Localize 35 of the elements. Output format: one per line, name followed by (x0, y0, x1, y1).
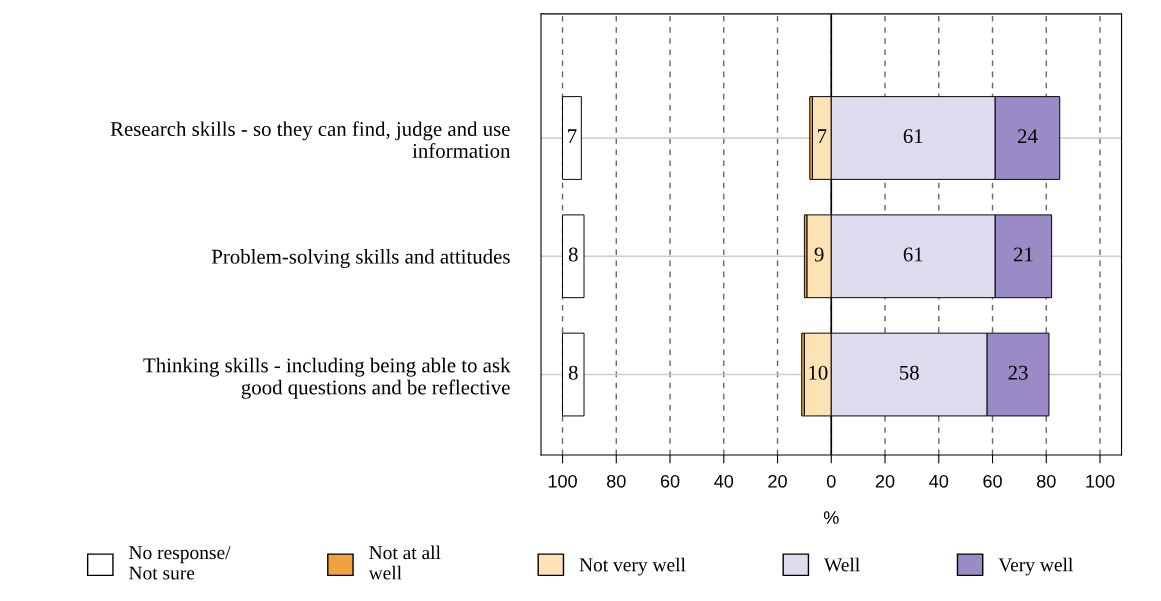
data-label: 61 (903, 247, 923, 262)
data-label: 21 (1013, 247, 1033, 262)
data-label: 8 (568, 247, 578, 262)
x-tick-label: 100 (1086, 474, 1115, 488)
data-label: 24 (1017, 129, 1038, 144)
x-tick-label: 20 (875, 474, 895, 488)
x-tick-label: 80 (607, 474, 626, 488)
x-tick-label: 0 (826, 474, 836, 488)
bar (562, 214, 585, 299)
legend-label: Very well (998, 557, 1073, 576)
legend-label: No response/ Not sure (129, 546, 231, 580)
x-tick-label: 100 (548, 474, 577, 488)
data-label: 7 (568, 129, 577, 144)
x-tick-label: 40 (714, 474, 734, 488)
x-tick-label: 60 (660, 474, 680, 488)
bar (562, 96, 582, 180)
data-label: 7 (818, 129, 827, 144)
y-tick-label: Research skills - so they can find, judge and use information (110, 121, 511, 158)
data-label: 10 (809, 365, 828, 380)
x-tick-label: 80 (1037, 474, 1056, 488)
legend-label: Not very well (579, 557, 686, 576)
legend-label: Not at all well (368, 545, 441, 580)
x-tick-label: 40 (929, 474, 949, 488)
legend-label: Well (824, 557, 860, 572)
data-label: 61 (903, 129, 923, 144)
data-label: 23 (1008, 365, 1028, 380)
x-tick-label: 20 (768, 474, 787, 488)
y-tick-label: Thinking skills - including being able to ask good questions and be reflective (143, 357, 511, 399)
x-axis-title: % (823, 511, 839, 524)
bar (562, 332, 585, 417)
data-label: 9 (814, 247, 824, 262)
y-tick-label: Problem-solving skills and attitudes (211, 249, 510, 268)
x-tick-label: 60 (983, 474, 1002, 488)
data-label: 58 (900, 365, 919, 380)
data-label: 8 (568, 365, 578, 380)
